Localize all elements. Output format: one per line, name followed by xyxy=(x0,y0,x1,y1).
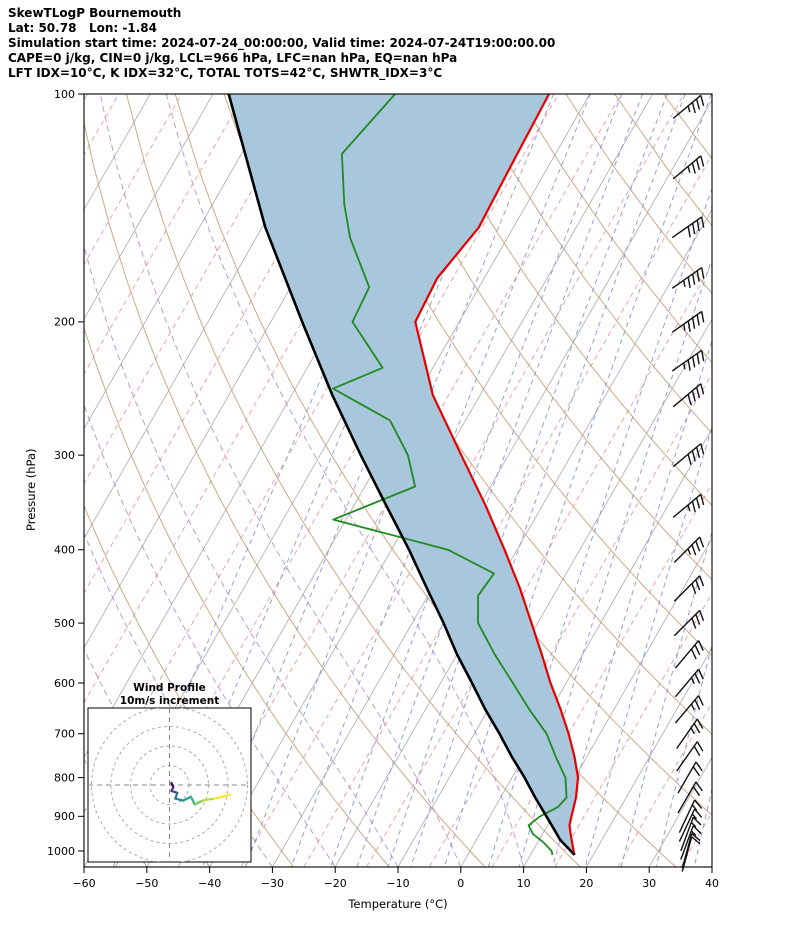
svg-text:700: 700 xyxy=(54,728,75,741)
svg-text:−20: −20 xyxy=(324,877,347,890)
temperature-profile-line xyxy=(414,94,580,856)
svg-text:500: 500 xyxy=(54,617,75,630)
stability-indices-2: LFT IDX=10°C, K IDX=32°C, TOTAL TOTS=42°… xyxy=(8,66,443,80)
svg-text:−10: −10 xyxy=(386,877,409,890)
svg-text:800: 800 xyxy=(54,771,75,784)
svg-text:−30: −30 xyxy=(261,877,284,890)
svg-text:900: 900 xyxy=(54,810,75,823)
dewpoint-profile-line xyxy=(332,94,568,856)
svg-text:400: 400 xyxy=(54,544,75,557)
simulation-times: Simulation start time: 2024-07-24_00:00:… xyxy=(8,36,556,50)
svg-text:1000: 1000 xyxy=(47,845,75,858)
svg-text:300: 300 xyxy=(54,449,75,462)
svg-text:600: 600 xyxy=(54,677,75,690)
cin-shading xyxy=(228,94,578,855)
svg-text:10: 10 xyxy=(517,877,531,890)
svg-text:10m/s increment: 10m/s increment xyxy=(120,695,219,707)
svg-text:30: 30 xyxy=(642,877,656,890)
x-axis-title: Temperature (°C) xyxy=(348,897,448,911)
svg-text:−50: −50 xyxy=(135,877,158,890)
svg-text:40: 40 xyxy=(705,877,719,890)
svg-text:−60: −60 xyxy=(72,877,95,890)
y-axis-title: Pressure (hPa) xyxy=(24,448,38,532)
svg-text:Wind Profile: Wind Profile xyxy=(133,682,205,694)
stability-indices-1: CAPE=0 j/kg, CIN=0 j/kg, LCL=966 hPa, LF… xyxy=(8,51,458,65)
chart-title: SkewTLogP Bournemouth xyxy=(8,6,182,20)
wind-barbs xyxy=(671,94,705,872)
svg-text:20: 20 xyxy=(579,877,593,890)
parcel-path-line xyxy=(227,94,576,856)
svg-text:0: 0 xyxy=(457,877,464,890)
svg-text:100: 100 xyxy=(54,88,75,101)
svg-text:200: 200 xyxy=(54,316,75,329)
station-coordinates: Lat: 50.78 Lon: -1.84 xyxy=(8,21,157,35)
svg-text:−40: −40 xyxy=(198,877,221,890)
